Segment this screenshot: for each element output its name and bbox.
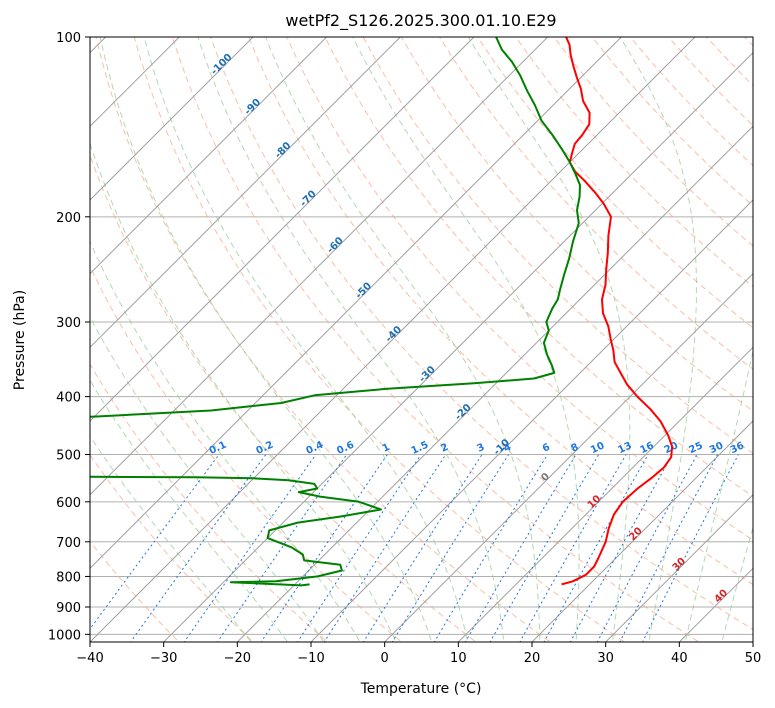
isotherm-line: [90, 37, 475, 422]
y-tick-label: 100: [56, 31, 81, 46]
dry-adiabat-line: [95, 37, 552, 642]
dry-adiabat-line: [324, 37, 753, 498]
dry-adiabat-line: [90, 453, 254, 642]
mixing-ratio-line: [596, 454, 698, 642]
mixing-ratio-line: [362, 454, 483, 642]
x-tick-label: 0: [381, 651, 389, 666]
mixing-ratio-lines: [90, 454, 739, 642]
y-axis: 100 200 300 400 500 600 700 800 900 1000: [48, 31, 90, 643]
x-axis: −40 −30 −20 −10 0 10 20 30 40 50: [76, 642, 761, 666]
moist-adiabat-line: [90, 315, 325, 642]
y-tick-label: 200: [56, 211, 81, 226]
x-tick-label: 20: [524, 651, 541, 666]
moist-adiabat-line: [197, 37, 505, 642]
moist-adiabat-line: [99, 37, 433, 642]
mixing-ratio-line: [464, 454, 577, 642]
y-tick-label: 600: [56, 496, 81, 511]
dry-adiabat-line: [248, 37, 753, 586]
dewpoint-profile-line: [90, 37, 581, 587]
y-tick-label: 400: [56, 391, 81, 406]
x-axis-label: Temperature (°C): [360, 681, 482, 697]
moist-adiabat-line: [684, 348, 753, 642]
moist-adiabat-line: [90, 435, 252, 642]
x-tick-label: −30: [150, 651, 177, 666]
isotherm-line: [310, 199, 753, 642]
isotherm-line: [90, 37, 328, 275]
mixing-ratio-line: [433, 454, 548, 642]
mixing-ratio-label: 3: [475, 442, 486, 455]
pressure-grid: [90, 37, 753, 635]
isotherm-line: [383, 272, 753, 642]
mixing-ratio-label: 10: [589, 440, 606, 456]
mixing-ratio-label: 13: [616, 440, 633, 456]
mixing-ratio-line: [642, 454, 739, 642]
mixing-ratio-line: [619, 454, 719, 642]
dry-adiabat-line: [286, 37, 753, 541]
mixing-ratio-line: [183, 454, 317, 642]
mixing-ratio-line: [569, 454, 673, 642]
x-tick-label: 10: [450, 651, 467, 666]
x-tick-label: 50: [745, 651, 762, 666]
y-tick-label: 900: [56, 601, 81, 616]
y-tick-label: 500: [56, 449, 81, 464]
mixing-ratio-label: 36: [729, 440, 746, 456]
mixing-ratio-line: [543, 454, 649, 642]
mixing-ratio-label: 8: [569, 442, 580, 455]
isotherm-line: [531, 420, 753, 642]
moist-adiabat-line: [90, 240, 361, 642]
mixing-ratio-label: 25: [687, 440, 704, 456]
x-tick-label: −10: [297, 651, 324, 666]
mixing-ratio-line: [129, 454, 267, 642]
isotherm-line: [90, 37, 549, 496]
plot-area: -100-90-80-70-60-50-40-30-20-100.1 0.2 0.4…: [90, 37, 753, 642]
plot-frame: [89, 36, 754, 643]
moist-adiabat-line: [143, 37, 469, 642]
x-tick-label: −40: [76, 651, 103, 666]
mixing-ratio-line: [519, 454, 627, 642]
mixing-ratio-label: 4: [502, 442, 513, 455]
isotherm-line: [90, 37, 402, 349]
moist-adiabat-line: [90, 379, 289, 642]
moist-adiabat-line: [467, 37, 631, 642]
isotherm-line: [90, 37, 254, 201]
isotherm-line: [162, 51, 753, 642]
moist-adiabat-line: [721, 525, 753, 642]
dry-adiabat-line: [515, 37, 753, 288]
mixing-ratio-label: 16: [639, 440, 656, 456]
mixing-ratio-line: [216, 454, 348, 642]
y-axis-label: Pressure (hPa): [12, 290, 28, 390]
y-tick-label: 700: [56, 536, 81, 551]
isotherm-line: [90, 37, 623, 570]
isotherm-line: [604, 493, 753, 642]
y-tick-label: 300: [56, 316, 81, 331]
chart-title: wetPf2_S126.2025.300.01.10.E29: [285, 11, 556, 31]
isotherms: [90, 37, 753, 642]
isotherm-line: [457, 346, 753, 642]
y-tick-label: 800: [56, 570, 81, 585]
dry-adiabat-line: [210, 37, 753, 631]
x-tick-label: 40: [671, 651, 688, 666]
moist-adiabat-line: [352, 37, 580, 642]
dry-adiabat-line: [133, 37, 626, 642]
mixing-ratio-label: 2: [439, 442, 450, 455]
sounding-series: [90, 37, 674, 587]
mixing-ratio-label: 6: [541, 442, 552, 455]
mixing-ratio-label: 30: [708, 440, 725, 456]
x-tick-label: −20: [224, 651, 251, 666]
mixing-ratio-label: 1: [381, 442, 392, 455]
y-tick-label: 1000: [48, 628, 81, 643]
moist-adiabat-line: [619, 37, 697, 642]
temperature-profile-line: [561, 37, 674, 586]
mixing-ratio-line: [489, 454, 600, 642]
dry-adiabat-line: [90, 265, 403, 642]
x-tick-label: 30: [597, 651, 614, 666]
isotherm-line: [90, 37, 696, 642]
isotherm-line: [236, 125, 753, 642]
dry-adiabat-line: [171, 37, 700, 642]
